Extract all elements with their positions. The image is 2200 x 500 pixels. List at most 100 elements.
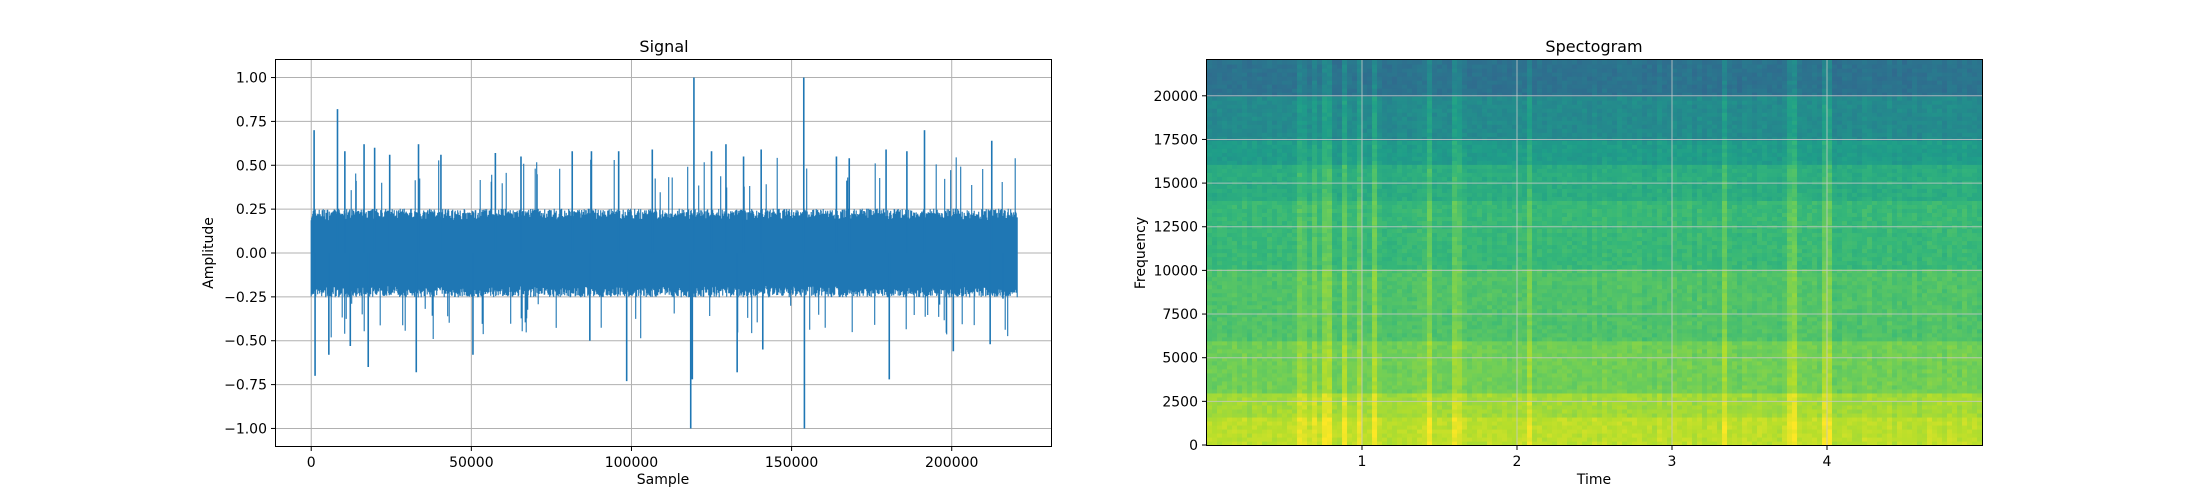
spectrogram-cell (1302, 440, 1308, 446)
spectrogram-cell (1472, 396, 1478, 402)
spectrogram-cell (1232, 420, 1238, 426)
spectrogram-cell (1752, 440, 1758, 446)
spectrogram-cell (1802, 320, 1808, 326)
spectrogram-cell (1962, 360, 1968, 366)
spectrogram-cell (1902, 340, 1908, 346)
spectrogram-cell (1862, 340, 1868, 346)
spectrogram-cell (1322, 336, 1328, 342)
spectrogram-cell (1902, 440, 1908, 446)
spectrogram-cell (1417, 332, 1423, 338)
spectrogram-cell (1602, 344, 1608, 350)
spectrogram-cell (1812, 400, 1818, 406)
spectrogram-cell (1822, 328, 1828, 334)
spectrogram-cell (1947, 340, 1953, 346)
spectrogram-cell (1682, 416, 1688, 422)
spectrogram-cell (1727, 328, 1733, 334)
spectrogram-cell (1927, 428, 1933, 434)
spectrogram-cell (1922, 416, 1928, 422)
spectrogram-cell (1502, 356, 1508, 362)
spectrogram-cell (1517, 352, 1523, 358)
spectrogram-cell (1277, 344, 1283, 350)
spectrogram-cell (1687, 440, 1693, 446)
spectrogram-cell (1417, 352, 1423, 358)
spectrogram-cell (1557, 320, 1563, 326)
spectrogram-cell (1527, 344, 1533, 350)
spectrogram-cell (1797, 424, 1803, 430)
spectrogram-cell (1442, 440, 1448, 446)
spectrogram-cell (1927, 404, 1933, 410)
spectrogram-cell (1817, 440, 1823, 446)
spectrogram-cell (1257, 332, 1263, 338)
spectrogram-cell (1472, 332, 1478, 338)
spectrogram-cell (1632, 392, 1638, 398)
spectrogram-cell (1377, 328, 1383, 334)
spectrogram-cell (1422, 384, 1428, 390)
spectrogram-cell (1952, 324, 1958, 330)
spectrogram-cell (1797, 328, 1803, 334)
spectrogram-cell (1907, 356, 1913, 362)
spectrogram-cell (1397, 360, 1403, 366)
spectrogram-cell (1407, 396, 1413, 402)
spectrogram-cell (1962, 328, 1968, 334)
spectrogram-cell (1767, 428, 1773, 434)
spectrogram-cell (1512, 376, 1518, 382)
spectrogram-cell (1737, 408, 1743, 414)
spectrogram-cell (1472, 360, 1478, 366)
spectrogram-cell (1497, 336, 1503, 342)
spectrogram-cell (1897, 348, 1903, 354)
spectrogram-cell (1767, 404, 1773, 410)
spectrogram-cell (1802, 380, 1808, 386)
spectrogram-cell (1477, 376, 1483, 382)
spectrogram-cell (1752, 380, 1758, 386)
spectrogram-cell (1962, 372, 1968, 378)
spectrogram-cell (1247, 384, 1253, 390)
spectrogram-cell (1317, 384, 1323, 390)
spectrogram-cell (1232, 416, 1238, 422)
spectrogram-cell (1472, 408, 1478, 414)
spectrogram-cell (1727, 364, 1733, 370)
spectrogram-cell (1837, 360, 1843, 366)
spectrogram-cell (1612, 416, 1618, 422)
spectrogram-cell (1402, 356, 1408, 362)
spectrogram-cell (1677, 324, 1683, 330)
spectrogram-cell (1647, 436, 1653, 442)
spectrogram-cell (1947, 392, 1953, 398)
spectrogram-cell (1292, 364, 1298, 370)
spectrogram-cell (1492, 432, 1498, 438)
spectrogram-cell (1677, 360, 1683, 366)
spectrogram-cell (1827, 428, 1833, 434)
spectrogram-cell (1372, 392, 1378, 398)
spectrogram-cell (1537, 440, 1543, 446)
spectrogram-cell (1322, 424, 1328, 430)
spectrogram-cell (1357, 408, 1363, 414)
spectrogram-cell (1337, 412, 1343, 418)
spectrogram-cell (1742, 400, 1748, 406)
spectrogram-cell (1667, 376, 1673, 382)
spectrogram-cell (1682, 388, 1688, 394)
spectrogram-cell (1722, 384, 1728, 390)
spectrogram-cell (1872, 368, 1878, 374)
spectrogram-cell (1492, 332, 1498, 338)
spectrogram-cell (1677, 404, 1683, 410)
spectrogram-cell (1937, 412, 1943, 418)
spectrogram-cell (1642, 344, 1648, 350)
spectrogram-cell (1627, 392, 1633, 398)
spectrogram-cell (1747, 420, 1753, 426)
spectrogram-cell (1952, 364, 1958, 370)
spectrogram-cell (1642, 384, 1648, 390)
spectrogram-cell (1322, 376, 1328, 382)
spectrogram-cell (1677, 348, 1683, 354)
spectrogram-cell (1952, 436, 1958, 442)
spectrogram-cell (1482, 356, 1488, 362)
spectrogram-cell (1407, 340, 1413, 346)
spectrogram-cell (1557, 340, 1563, 346)
spectrogram-cell (1652, 332, 1658, 338)
spectrogram-cell (1672, 340, 1678, 346)
spectrogram-cell (1382, 404, 1388, 410)
spectrogram-cell (1737, 392, 1743, 398)
spectrogram-cell (1387, 360, 1393, 366)
spectrogram-cell (1837, 436, 1843, 442)
spectrogram-cell (1242, 380, 1248, 386)
spectrogram-cell (1352, 416, 1358, 422)
spectrogram-cell (1627, 380, 1633, 386)
